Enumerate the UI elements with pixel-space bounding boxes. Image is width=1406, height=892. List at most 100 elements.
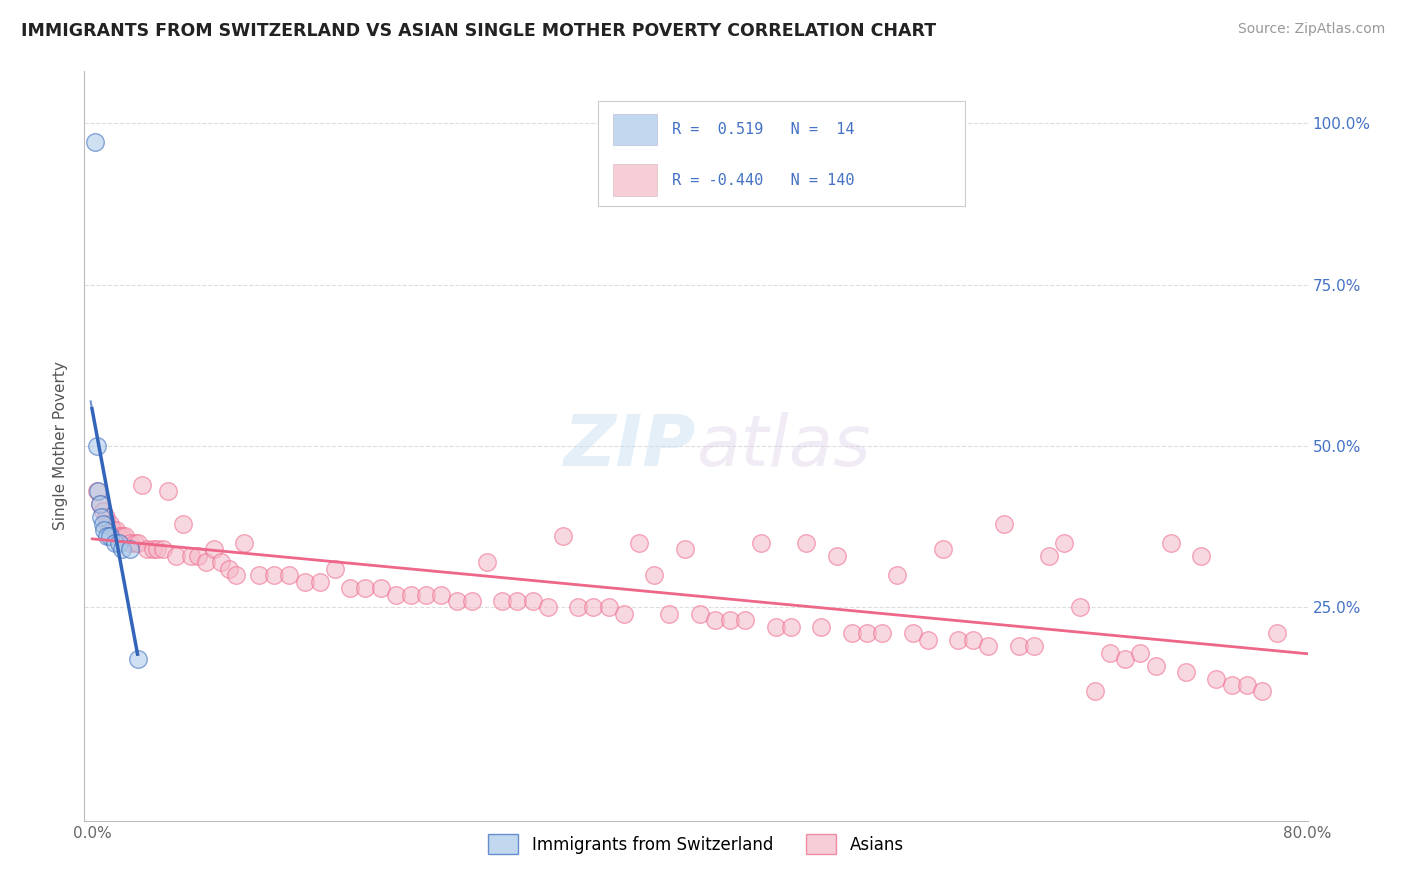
Point (1099, 646, 1122, 660)
Point (977, 639, 1000, 653)
Point (309, 574, 332, 589)
Point (209, 555, 232, 569)
Point (1189, 549, 1212, 563)
Point (658, 607, 681, 621)
Point (794, 536, 817, 550)
Point (114, 529, 136, 543)
Text: IMMIGRANTS FROM SWITZERLAND VS ASIAN SINGLE MOTHER POVERTY CORRELATION CHART: IMMIGRANTS FROM SWITZERLAND VS ASIAN SIN… (21, 22, 936, 40)
Point (446, 594, 468, 608)
Point (91, 516, 114, 531)
Point (932, 542, 955, 557)
Point (522, 594, 544, 608)
Text: atlas: atlas (696, 411, 870, 481)
Text: Source: ZipAtlas.com: Source: ZipAtlas.com (1237, 22, 1385, 37)
Point (1008, 639, 1031, 653)
Point (765, 620, 787, 634)
Point (89, 497, 111, 511)
Point (1220, 678, 1243, 692)
Point (86, 484, 108, 499)
Point (613, 607, 636, 621)
Point (734, 614, 756, 628)
Point (142, 542, 165, 557)
Point (582, 600, 605, 615)
Point (202, 542, 225, 557)
Point (105, 523, 128, 537)
Point (172, 516, 194, 531)
Point (87, 484, 110, 499)
Point (917, 632, 939, 647)
Point (96, 529, 118, 543)
Point (91, 503, 114, 517)
Point (135, 542, 157, 557)
Point (461, 594, 484, 608)
Point (870, 626, 893, 640)
Y-axis label: Single Mother Poverty: Single Mother Poverty (53, 361, 69, 531)
Point (93, 523, 115, 537)
Point (218, 562, 240, 576)
Point (187, 549, 209, 563)
Point (108, 529, 131, 543)
Point (118, 542, 141, 557)
Point (1022, 639, 1045, 653)
Point (1084, 684, 1107, 698)
Point (1069, 600, 1091, 615)
Point (98, 529, 121, 543)
Point (886, 568, 908, 582)
Point (98, 516, 121, 531)
Point (263, 568, 285, 582)
Point (537, 600, 560, 615)
Point (111, 542, 134, 557)
Point (946, 632, 969, 647)
Point (103, 523, 125, 537)
Point (1144, 658, 1167, 673)
Point (962, 632, 984, 647)
Point (247, 568, 270, 582)
Point (551, 529, 574, 543)
Point (111, 529, 134, 543)
Point (506, 594, 529, 608)
Point (856, 626, 879, 640)
Point (86, 439, 108, 453)
Point (810, 620, 832, 634)
Point (385, 588, 408, 602)
Point (94, 510, 117, 524)
Point (475, 555, 498, 569)
Point (993, 516, 1015, 531)
Point (194, 555, 217, 569)
Point (749, 536, 772, 550)
Point (825, 549, 848, 563)
Point (704, 614, 727, 628)
Point (84, 136, 107, 150)
Point (165, 549, 187, 563)
Point (598, 600, 620, 615)
Point (1160, 536, 1182, 550)
Point (430, 588, 453, 602)
Point (146, 542, 169, 557)
Point (643, 568, 665, 582)
Point (225, 568, 247, 582)
Text: ZIP: ZIP (564, 411, 696, 481)
Point (108, 536, 131, 550)
Point (673, 542, 696, 557)
Point (127, 652, 149, 666)
Point (1114, 652, 1136, 666)
Point (399, 588, 422, 602)
Point (104, 536, 127, 550)
Point (901, 626, 924, 640)
Point (1251, 684, 1274, 698)
Point (1038, 549, 1060, 563)
Point (89, 497, 111, 511)
Point (1236, 678, 1258, 692)
Point (780, 620, 803, 634)
Point (567, 600, 589, 615)
Point (180, 549, 202, 563)
Point (152, 542, 174, 557)
Point (1265, 626, 1288, 640)
Point (841, 626, 863, 640)
Point (294, 574, 316, 589)
Point (124, 536, 146, 550)
Point (354, 581, 377, 595)
Point (718, 614, 741, 628)
Point (118, 536, 141, 550)
Legend: Immigrants from Switzerland, Asians: Immigrants from Switzerland, Asians (481, 828, 911, 861)
